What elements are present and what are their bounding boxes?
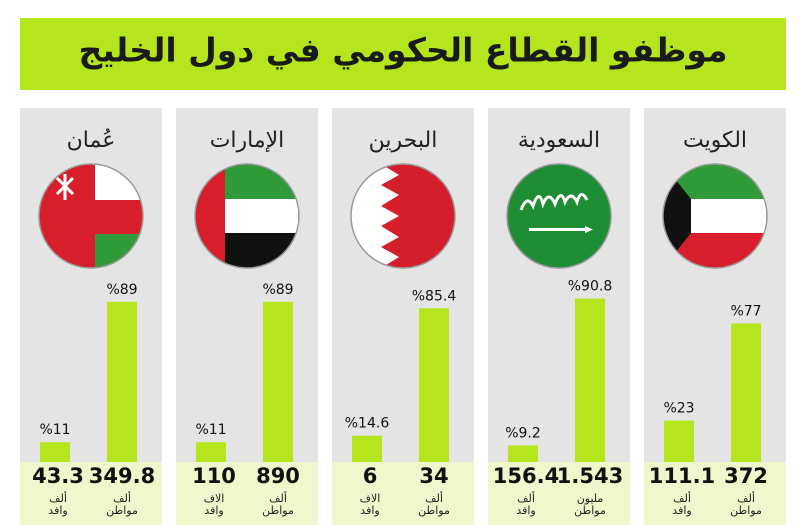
- unit-label: مليون: [577, 492, 604, 505]
- count-label: 156.4: [493, 464, 559, 488]
- header-band: [20, 18, 786, 90]
- country-name: عُمان: [67, 128, 116, 153]
- count-label: 110: [192, 464, 236, 488]
- count-label: 43.3: [32, 464, 84, 488]
- unit-label: ألف: [269, 491, 287, 505]
- unit-label: وافد: [516, 504, 535, 517]
- panel: [332, 108, 474, 462]
- country-name: الإمارات: [210, 128, 285, 153]
- value-label: %23: [663, 401, 694, 417]
- country-name: الكويت: [683, 128, 747, 153]
- unit-label: الاف: [360, 492, 381, 505]
- bar: [107, 301, 137, 462]
- unit-label: مواطن: [574, 504, 606, 517]
- unit-label: ألف: [425, 491, 443, 505]
- bar: [575, 298, 605, 462]
- title: موظفو القطاع الحكومي في دول الخليج: [78, 31, 727, 71]
- value-label: %77: [730, 303, 761, 319]
- unit-label: وافد: [48, 504, 67, 517]
- value-label: %89: [106, 282, 137, 298]
- bar: [196, 442, 226, 462]
- value-label: %90.8: [568, 279, 612, 295]
- unit-label: مواطن: [418, 504, 450, 517]
- value-label: %89: [262, 282, 293, 298]
- panel: [176, 108, 318, 462]
- count-label: 890: [256, 464, 300, 488]
- panel-footer: [332, 462, 474, 525]
- panels: الكويت%23111.1ألفوافد%77372ألفمواطنالسعو…: [20, 108, 786, 525]
- unit-label: ألف: [113, 491, 131, 505]
- country-name: البحرين: [369, 128, 438, 153]
- flag-kuwait: [662, 163, 768, 269]
- bar: [508, 445, 538, 462]
- unit-label: وافد: [672, 504, 691, 517]
- unit-label: مواطن: [730, 504, 762, 517]
- panel: [20, 108, 162, 462]
- flag-oman: [38, 163, 144, 269]
- count-label: 6: [363, 464, 378, 488]
- panel-footer: [644, 462, 786, 525]
- count-label: 349.8: [89, 464, 155, 488]
- value-label: %14.6: [345, 416, 390, 432]
- unit-label: مواطن: [106, 504, 138, 517]
- bar: [731, 323, 761, 462]
- count-label: 1.543: [557, 464, 623, 488]
- unit-label: مواطن: [262, 504, 294, 517]
- value-label: %9.2: [505, 425, 541, 441]
- unit-label: وافد: [204, 504, 223, 517]
- unit-label: وافد: [360, 504, 379, 517]
- unit-label: ألف: [673, 491, 691, 505]
- panel-footer: [20, 462, 162, 525]
- count-label: 111.1: [649, 464, 715, 488]
- bar: [40, 442, 70, 462]
- bar: [263, 301, 293, 462]
- bar: [664, 420, 694, 462]
- value-label: %11: [39, 422, 70, 438]
- flag-bahrain: [350, 163, 456, 269]
- panel-footer: [176, 462, 318, 525]
- unit-label: ألف: [49, 491, 67, 505]
- count-label: 372: [724, 464, 768, 488]
- bar: [352, 435, 382, 462]
- flag-saudi: [506, 163, 612, 269]
- panel-footer: [488, 462, 630, 525]
- unit-label: ألف: [517, 491, 535, 505]
- count-label: 34: [419, 464, 448, 488]
- country-name: السعودية: [518, 128, 600, 153]
- unit-label: ألف: [737, 491, 755, 505]
- unit-label: الاف: [204, 492, 225, 505]
- value-label: %11: [195, 422, 226, 438]
- value-label: %85.4: [412, 288, 457, 304]
- flag-uae: [194, 163, 300, 269]
- bar: [419, 308, 449, 462]
